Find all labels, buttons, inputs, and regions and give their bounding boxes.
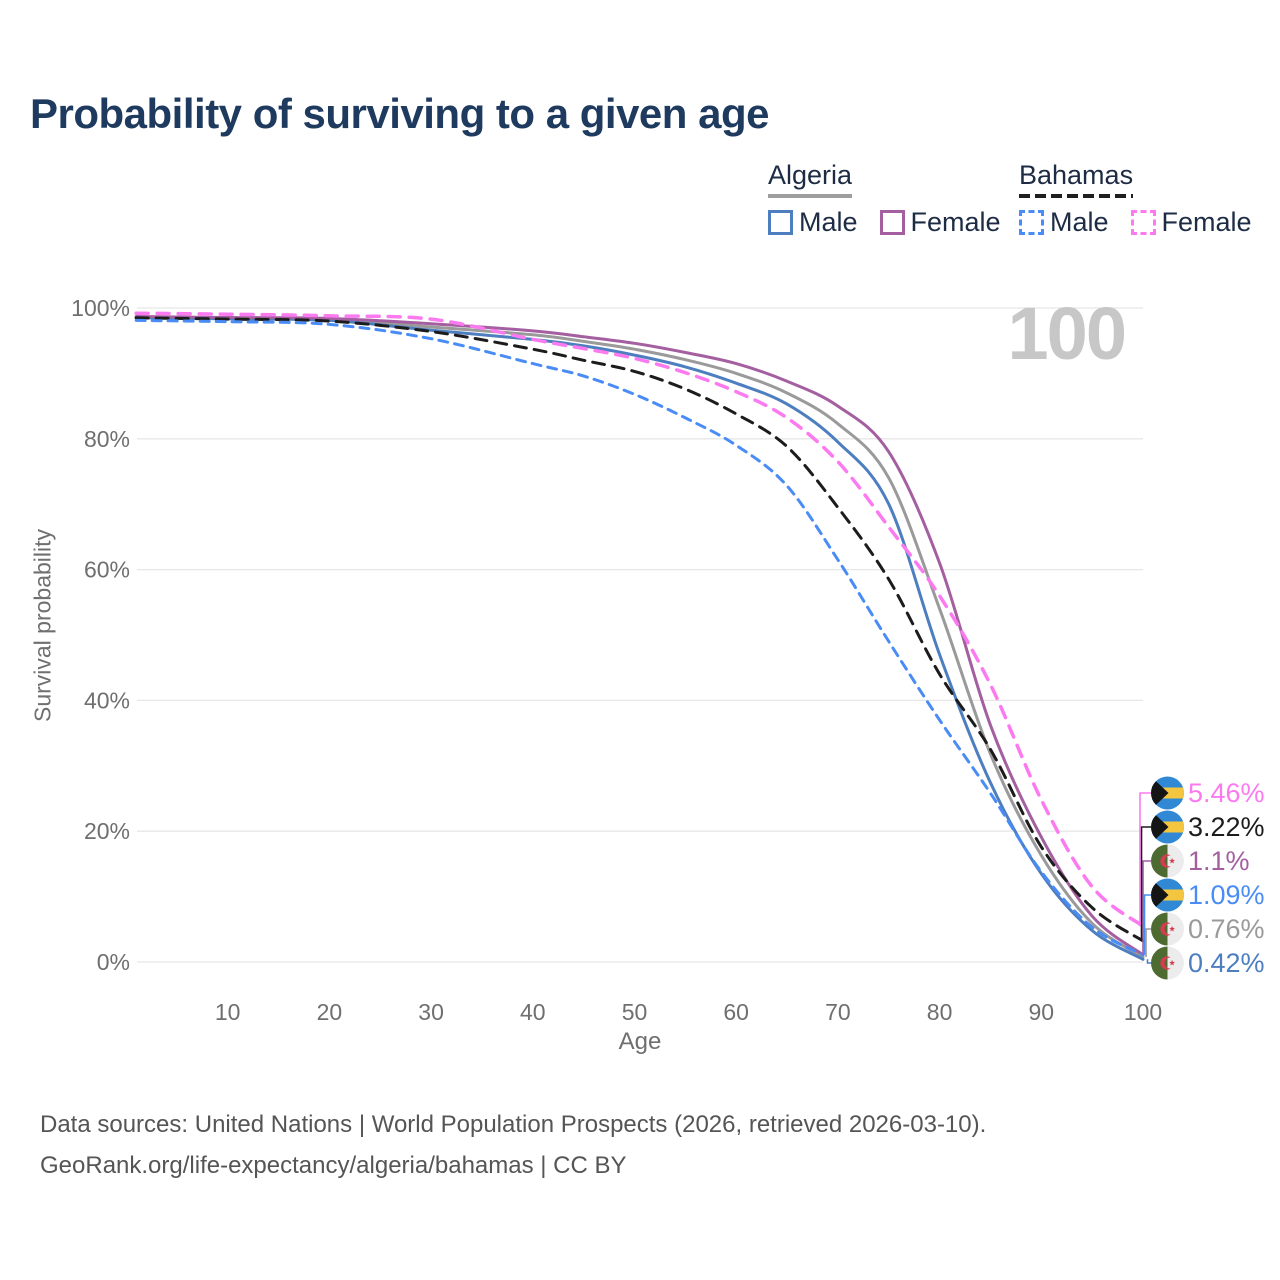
legend: Algeria Male Female Bahamas Male Female — [0, 0, 1280, 260]
y-tick-label: 0% — [97, 949, 130, 975]
legend-group-bahamas: Bahamas Male Female — [1019, 160, 1274, 238]
x-tick-label: 70 — [825, 999, 851, 1025]
leader-line-algeria-female — [1142, 860, 1151, 955]
x-tick-label: 30 — [418, 999, 444, 1025]
legend-country-line-dashed — [1019, 194, 1133, 198]
footer-line-1: Data sources: United Nations | World Pop… — [40, 1111, 987, 1138]
legend-label-bahamas-female[interactable]: Female — [1161, 207, 1252, 237]
x-tick-label: 20 — [317, 999, 343, 1025]
legend-label-bahamas-male[interactable]: Male — [1050, 207, 1109, 237]
legend-swatch-algeria-female[interactable] — [879, 210, 905, 235]
chart-title: Probability of surviving to a given age — [30, 90, 769, 137]
flag-icon-bahamas-bahamas-male — [1151, 878, 1184, 912]
x-tick-label: 100 — [1124, 999, 1162, 1025]
legend-swatch-bahamas-male[interactable] — [1019, 210, 1044, 235]
leader-line-algeria-male — [1146, 959, 1151, 964]
y-tick-label: 40% — [84, 687, 130, 713]
legend-swatch-algeria-male[interactable] — [768, 210, 793, 235]
flag-icon-algeria-algeria-male — [1151, 946, 1184, 980]
legend-row: Male Female — [1019, 207, 1274, 238]
leader-line-bahamas-female — [1139, 792, 1151, 927]
y-tick-label: 80% — [84, 426, 130, 452]
survival-curve-algeria-female[interactable] — [134, 315, 1145, 957]
legend-row: Male Female — [768, 207, 1023, 238]
end-label-bahamas-female: 5.46% — [1188, 778, 1265, 808]
survival-curve-bahamas[interactable] — [134, 316, 1145, 943]
end-label-algeria-male: 0.42% — [1188, 948, 1265, 978]
flag-icon-algeria-algeria — [1151, 912, 1184, 946]
survival-curve-bahamas-female[interactable] — [134, 311, 1145, 929]
survival-curve-bahamas-male[interactable] — [134, 318, 1145, 957]
flag-icon-bahamas-bahamas — [1151, 810, 1184, 844]
x-axis-title: Age — [618, 1028, 662, 1055]
x-tick-label: 40 — [520, 999, 546, 1025]
x-tick-label: 90 — [1029, 999, 1055, 1025]
end-label-algeria-female: 1.1% — [1188, 846, 1250, 876]
leader-line-bahamas — [1140, 826, 1151, 941]
x-tick-label: 80 — [927, 999, 953, 1025]
y-tick-label: 60% — [84, 557, 130, 583]
survival-curve-algeria[interactable] — [134, 315, 1145, 959]
flag-icon-bahamas-bahamas-female — [1151, 776, 1184, 810]
legend-country-algeria[interactable]: Algeria — [768, 160, 853, 190]
legend-swatch-bahamas-female[interactable] — [1130, 210, 1156, 235]
legend-label-algeria-male[interactable]: Male — [799, 207, 858, 237]
flag-icon-algeria-algeria-female — [1151, 844, 1184, 878]
end-label-bahamas-male: 1.09% — [1188, 880, 1265, 910]
hover-age-watermark: 100 — [1007, 292, 1127, 375]
end-label-bahamas: 3.22% — [1188, 812, 1265, 842]
end-label-algeria: 0.76% — [1188, 914, 1265, 944]
leader-line-bahamas-male — [1143, 894, 1151, 955]
legend-group-algeria: Algeria Male Female — [768, 160, 1023, 238]
x-tick-label: 10 — [215, 999, 241, 1025]
footer: Data sources: United Nations | World Pop… — [40, 1104, 986, 1186]
legend-label-algeria-female[interactable]: Female — [910, 207, 1001, 237]
y-axis-title: Survival probability — [29, 528, 56, 723]
footer-line-2: GeoRank.org/life-expectancy/algeria/baha… — [40, 1152, 627, 1179]
legend-country-bahamas[interactable]: Bahamas — [1019, 160, 1134, 190]
survival-curve-algeria-male[interactable] — [134, 316, 1145, 961]
y-tick-label: 20% — [84, 818, 130, 844]
leader-line-algeria — [1145, 928, 1151, 957]
x-tick-label: 60 — [723, 999, 749, 1025]
x-tick-label: 50 — [622, 999, 648, 1025]
y-tick-label: 100% — [71, 295, 130, 321]
legend-country-line-solid — [768, 194, 852, 198]
